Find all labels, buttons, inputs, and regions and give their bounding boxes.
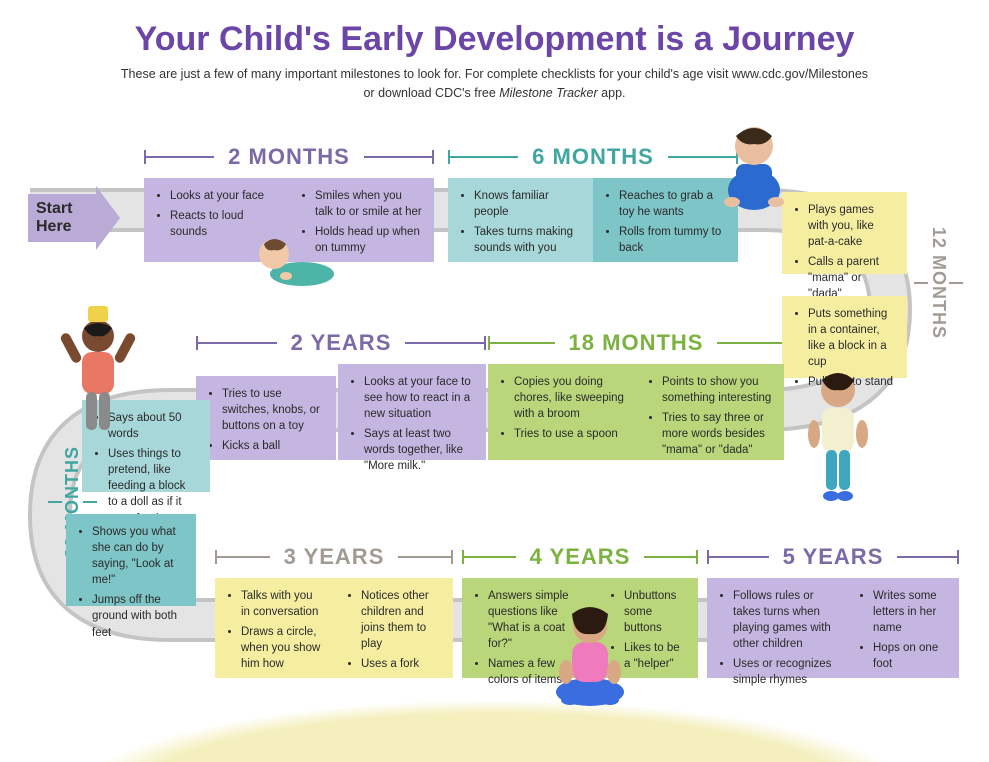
start-text-l1: Start bbox=[36, 200, 72, 217]
child-figure-baby-tummy bbox=[252, 232, 338, 286]
child-figure-girl-sitting bbox=[540, 600, 640, 710]
child-figure-boy-hands-up bbox=[48, 302, 148, 442]
start-here-arrow: Start Here bbox=[28, 194, 116, 242]
infographic-container: Your Child's Early Development is a Jour… bbox=[0, 0, 989, 762]
children-layer bbox=[0, 0, 989, 762]
child-figure-baby-sitting bbox=[714, 120, 794, 212]
child-figure-toddler-walk bbox=[798, 364, 878, 514]
start-text-l2: Here bbox=[36, 218, 72, 235]
